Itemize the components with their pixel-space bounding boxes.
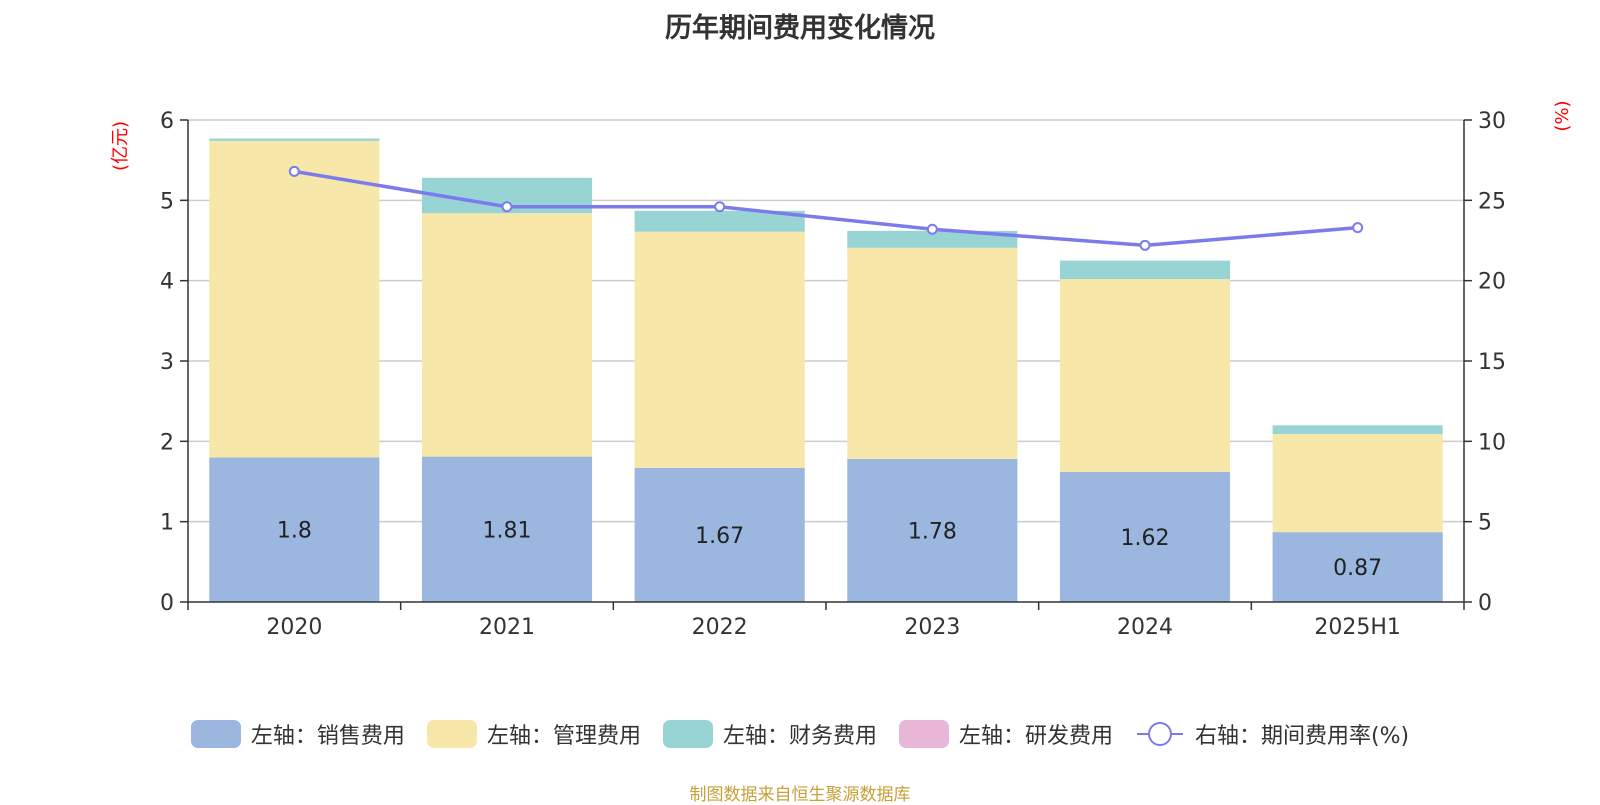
y-left-tick-label: 1: [160, 511, 174, 536]
rate-line-layer: [288, 165, 1364, 251]
y-left-tick-label: 0: [160, 591, 174, 616]
y-right-tick-label: 25: [1478, 189, 1506, 214]
bar-2021-series-0: [421, 456, 593, 602]
legend-label: 左轴：研发费用: [958, 724, 1113, 749]
legend-label: 左轴：财务费用: [722, 724, 877, 749]
bar-2024-series-1: [1059, 279, 1231, 472]
y-left-tick-label: 2: [160, 430, 174, 455]
data-label: 1.67: [695, 524, 744, 549]
x-tick-label: 2023: [904, 615, 960, 640]
axes: 0 1 2 3 4 5 6 0 5 10 15 20 25 30 2020 2021 2022 2023 2024 2…: [110, 100, 1573, 640]
bar-2023-series-2: [847, 230, 1018, 248]
bar-2025H1-series-1: [1272, 434, 1443, 533]
rate-point: [1352, 222, 1364, 234]
legend-swatch: [662, 720, 713, 748]
y-right-tick-label: 0: [1478, 591, 1492, 616]
legend-label: 左轴：销售费用: [250, 724, 405, 749]
y-left-tick-label: 4: [160, 270, 174, 295]
grid-lines: [188, 119, 1464, 523]
y-right-tick-label: 20: [1478, 270, 1506, 295]
bar-2020-series-1: [209, 140, 380, 458]
bar-2020-series-2: [209, 138, 380, 141]
chart-title: 历年期间费用变化情况: [665, 13, 935, 44]
legend-swatch: [898, 720, 949, 748]
bar-2025H1-series-2: [1272, 425, 1443, 435]
data-labels: 1.8 1.81 1.67 1.78 1.62 0.87: [277, 518, 1382, 581]
legend-swatch: [190, 720, 241, 748]
rate-point: [926, 223, 938, 235]
bar-2023-series-0: [847, 459, 1018, 602]
y-left-axis-unit: (亿元): [110, 121, 131, 171]
y-right-tick-label: 30: [1478, 109, 1506, 134]
y-right-tick-label: 10: [1478, 430, 1506, 455]
data-label: 1.62: [1121, 526, 1170, 551]
bar-2024-series-0: [1059, 471, 1231, 602]
bar-2023-series-1: [847, 247, 1018, 460]
bar-2024-series-2: [1059, 260, 1231, 280]
x-tick-label: 2025H1: [1314, 615, 1401, 640]
rate-line: [294, 169, 1358, 248]
legend-label: 左轴：管理费用: [486, 724, 641, 749]
bar-2021-series-1: [421, 213, 593, 457]
rate-point: [288, 165, 300, 177]
y-right-tick-label: 5: [1478, 511, 1492, 536]
legend-item[interactable]: 右轴：期间费用率(%): [1135, 718, 1409, 750]
data-label: 1.8: [277, 519, 312, 544]
source-note: 制图数据来自恒生聚源数据库: [689, 785, 911, 805]
rate-point: [501, 201, 513, 213]
bar-2022-series-1: [634, 231, 805, 468]
data-label: 1.81: [483, 518, 532, 543]
legend-item[interactable]: 左轴：财务费用: [662, 718, 877, 750]
x-tick-label: 2022: [692, 615, 748, 640]
x-tick-label: 2024: [1117, 615, 1173, 640]
legend-label: 右轴：期间费用率(%): [1194, 724, 1410, 749]
y-left-tick-label: 6: [160, 109, 174, 134]
y-left-tick-label: 5: [160, 189, 174, 214]
bar-2025H1-series-0: [1272, 532, 1443, 602]
bar-layer: [209, 138, 1443, 602]
bar-2020-series-0: [209, 457, 380, 602]
legend: 左轴：销售费用 左轴：管理费用 左轴：财务费用 左轴：研发费用 右轴：期间费用率(%): [0, 718, 1600, 750]
y-left-tick-label: 3: [160, 350, 174, 375]
rate-point: [1139, 239, 1151, 251]
legend-item[interactable]: 左轴：研发费用: [898, 718, 1113, 750]
bar-2022-series-2: [634, 210, 805, 232]
y-right-axis-unit: (%): [1552, 100, 1573, 131]
rate-point: [714, 201, 726, 213]
bar-2022-series-0: [634, 467, 805, 602]
data-label: 0.87: [1333, 556, 1382, 581]
legend-item[interactable]: 左轴：销售费用: [190, 718, 405, 750]
legend-line-swatch: [1136, 722, 1183, 746]
data-label: 1.78: [908, 520, 957, 545]
legend-item[interactable]: 左轴：管理费用: [426, 718, 641, 750]
x-tick-label: 2020: [266, 615, 322, 640]
x-tick-label: 2021: [479, 615, 535, 640]
y-right-tick-label: 15: [1478, 350, 1506, 375]
legend-swatch: [426, 720, 477, 748]
